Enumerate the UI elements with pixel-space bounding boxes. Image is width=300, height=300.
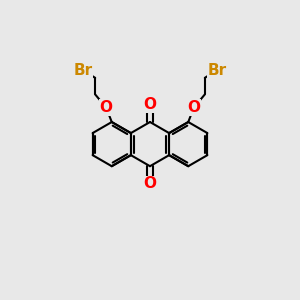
Text: O: O xyxy=(100,100,113,115)
Text: Br: Br xyxy=(207,63,226,78)
Text: O: O xyxy=(143,97,157,112)
Text: O: O xyxy=(143,176,157,191)
Text: Br: Br xyxy=(74,63,93,78)
Text: O: O xyxy=(187,100,200,115)
